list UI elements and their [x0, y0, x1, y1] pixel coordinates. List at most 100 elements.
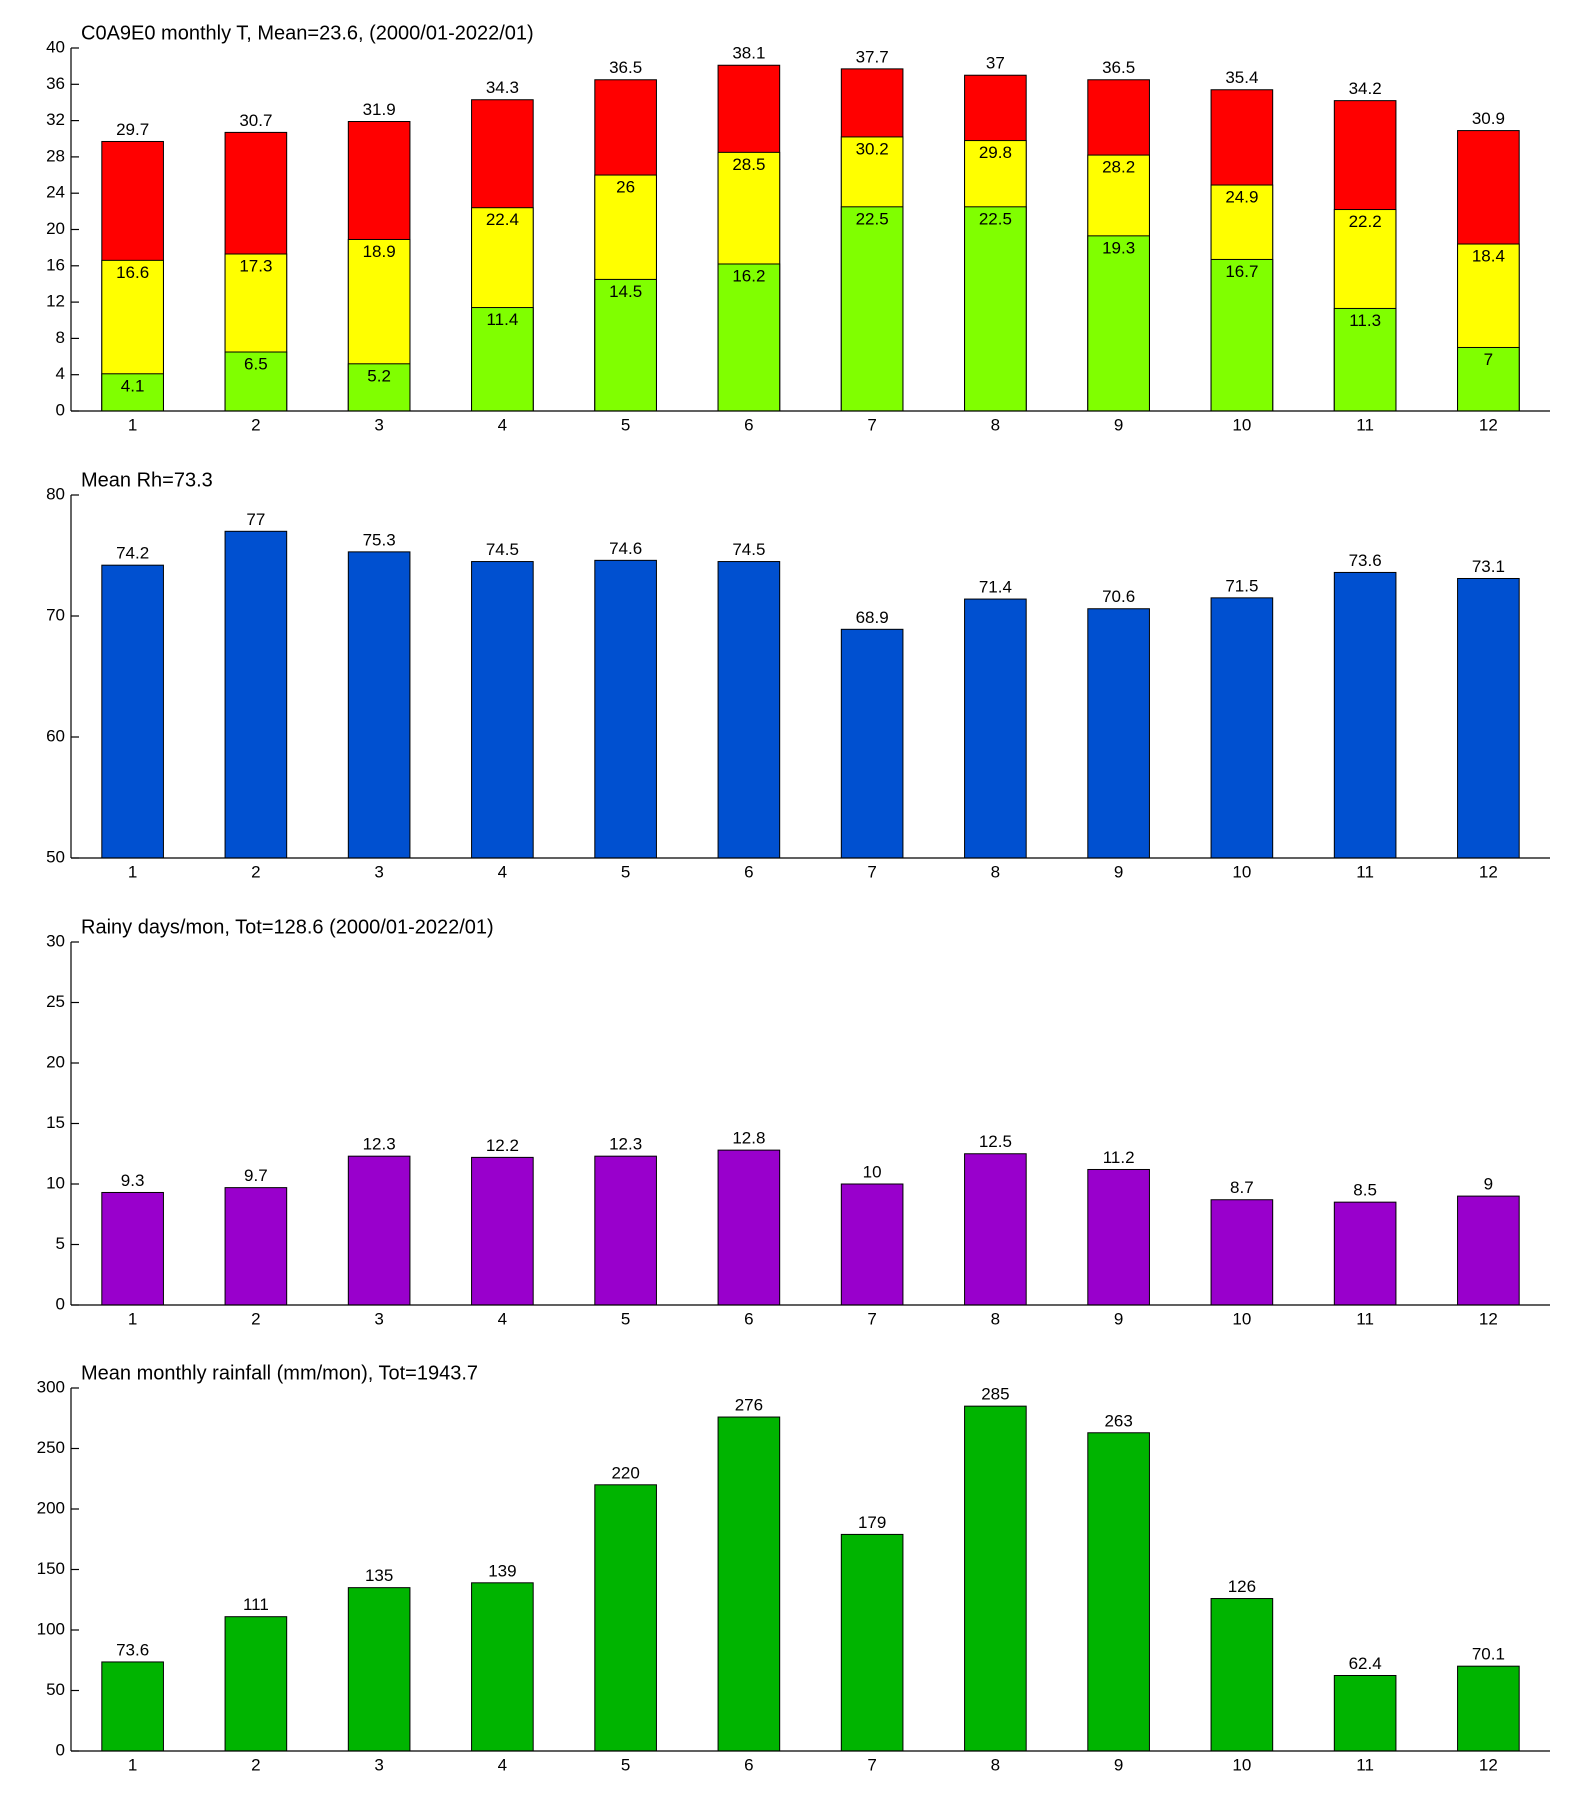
- value-label: 5.2: [367, 366, 391, 385]
- value-label: 77: [246, 510, 265, 529]
- y-tick-label: 300: [37, 1377, 65, 1396]
- value-label: 36.5: [1102, 58, 1135, 77]
- value-label: 73.6: [1349, 551, 1382, 570]
- value-label: 10: [863, 1162, 882, 1181]
- bar: [964, 206, 1027, 412]
- value-label: 16.2: [732, 266, 765, 285]
- value-label: 111: [243, 1595, 269, 1614]
- y-tick-label: 5: [56, 1234, 65, 1253]
- value-label: 30.9: [1472, 109, 1505, 128]
- value-label: 263: [1104, 1411, 1132, 1430]
- bar: [1333, 571, 1397, 859]
- bar: [1087, 1432, 1150, 1752]
- value-label: 26: [616, 178, 635, 197]
- value-label: 179: [858, 1513, 886, 1532]
- value-label: 62.4: [1349, 1654, 1382, 1673]
- y-tick-label: 50: [46, 1680, 65, 1699]
- value-label: 31.9: [363, 100, 396, 119]
- value-label: 19.3: [1102, 238, 1135, 257]
- bar: [717, 263, 781, 412]
- y-tick-label: 12: [46, 292, 65, 311]
- x-tick-label: 6: [744, 1755, 753, 1774]
- bar: [717, 1416, 781, 1752]
- value-label: 8.7: [1230, 1178, 1254, 1197]
- bar: [101, 1191, 164, 1306]
- x-tick-label: 5: [621, 1309, 630, 1328]
- x-tick-label: 10: [1232, 1755, 1251, 1774]
- bar: [717, 1149, 781, 1306]
- value-label: 29.8: [979, 143, 1012, 162]
- x-tick-label: 11: [1356, 1755, 1374, 1774]
- value-label: 74.5: [486, 540, 519, 559]
- value-label: 17.3: [239, 256, 272, 275]
- x-tick-label: 2: [251, 1309, 260, 1328]
- bar: [347, 1587, 411, 1752]
- bar: [964, 1405, 1027, 1752]
- chart-title: Rainy days/mon, Tot=128.6 (2000/01-2022/…: [81, 916, 494, 938]
- value-label: 16.6: [116, 263, 149, 282]
- y-tick-label: 80: [46, 484, 65, 503]
- bar: [471, 1156, 534, 1306]
- x-tick-label: 11: [1356, 415, 1374, 434]
- value-label: 14.5: [609, 282, 642, 301]
- value-label: 22.4: [486, 210, 519, 229]
- bar: [1087, 608, 1150, 859]
- bar: [594, 278, 657, 412]
- bar: [840, 206, 904, 412]
- value-label: 12.8: [732, 1129, 765, 1148]
- value-label: 70.1: [1472, 1645, 1505, 1664]
- value-label: 28.2: [1102, 158, 1135, 177]
- x-tick-label: 7: [867, 862, 876, 881]
- bar: [224, 1616, 288, 1752]
- x-tick-label: 10: [1232, 415, 1251, 434]
- value-label: 126: [1228, 1577, 1256, 1596]
- bar: [840, 1183, 904, 1306]
- y-tick-label: 24: [46, 183, 65, 202]
- value-label: 22.5: [979, 209, 1012, 228]
- value-label: 30.7: [239, 111, 272, 130]
- x-tick-label: 8: [991, 1755, 1000, 1774]
- bar: [471, 1582, 534, 1752]
- x-tick-label: 7: [867, 415, 876, 434]
- value-label: 18.9: [363, 242, 396, 261]
- bar: [717, 561, 781, 859]
- bar: [471, 561, 534, 859]
- bar: [1457, 346, 1520, 412]
- y-tick-label: 150: [37, 1559, 65, 1578]
- value-label: 11.2: [1103, 1148, 1135, 1167]
- y-tick-label: 250: [37, 1438, 65, 1457]
- x-tick-label: 8: [991, 415, 1000, 434]
- bar: [594, 1155, 657, 1306]
- value-label: 6.5: [244, 354, 268, 373]
- value-label: 37: [986, 54, 1005, 73]
- x-tick-label: 1: [128, 415, 137, 434]
- y-tick-label: 15: [46, 1113, 65, 1132]
- bar: [1210, 1598, 1274, 1752]
- value-label: 135: [365, 1566, 393, 1585]
- x-tick-label: 10: [1232, 862, 1251, 881]
- value-label: 28.5: [732, 155, 765, 174]
- y-tick-label: 200: [37, 1498, 65, 1517]
- x-tick-label: 1: [128, 1309, 137, 1328]
- x-tick-label: 3: [374, 1309, 383, 1328]
- value-label: 68.9: [856, 608, 889, 627]
- bar: [224, 530, 288, 859]
- y-tick-label: 100: [37, 1619, 65, 1638]
- bar: [101, 564, 164, 859]
- y-tick-label: 28: [46, 146, 65, 165]
- y-tick-label: 40: [46, 37, 65, 56]
- x-tick-label: 7: [867, 1755, 876, 1774]
- x-tick-label: 7: [867, 1309, 876, 1328]
- x-tick-label: 12: [1479, 415, 1498, 434]
- value-label: 4.1: [121, 376, 145, 395]
- value-label: 11.4: [486, 310, 518, 329]
- bar: [347, 1155, 411, 1306]
- value-label: 24.9: [1225, 188, 1258, 207]
- y-tick-label: 0: [56, 1740, 65, 1759]
- bar: [1087, 1168, 1150, 1306]
- bar: [594, 559, 657, 859]
- bar: [224, 1187, 288, 1306]
- chart-title: C0A9E0 monthly T, Mean=23.6, (2000/01-20…: [81, 22, 534, 44]
- chart-title: Mean monthly rainfall (mm/mon), Tot=1943…: [81, 1362, 478, 1384]
- x-tick-label: 6: [744, 862, 753, 881]
